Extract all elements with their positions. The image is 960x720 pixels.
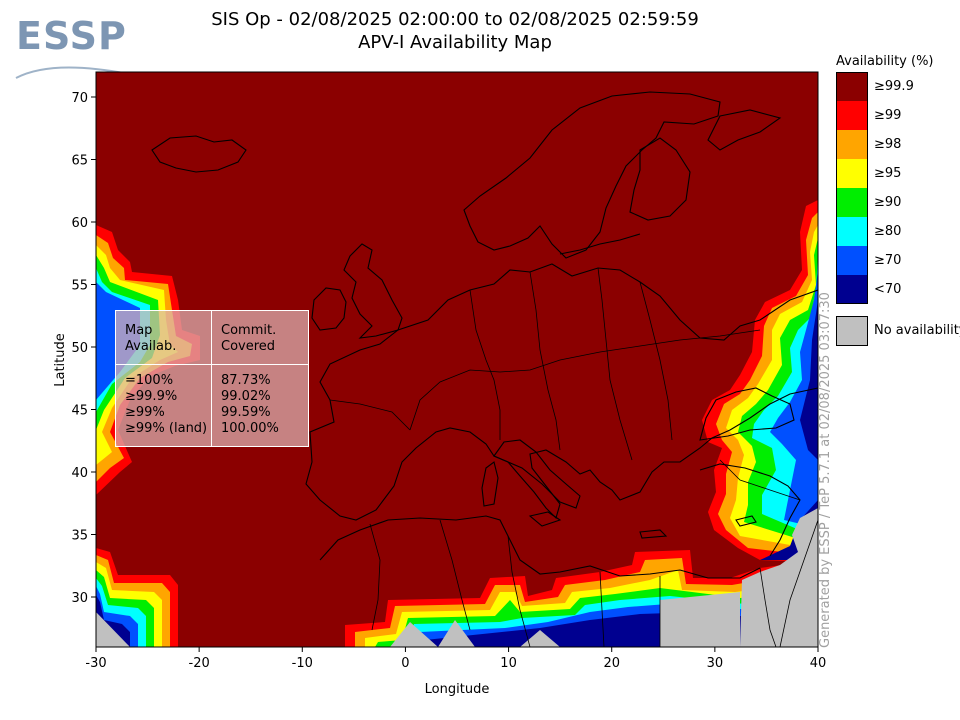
- no-availability-swatch: [836, 316, 868, 346]
- legend-title: Availability (%): [836, 54, 934, 69]
- legend-label: ≥90: [874, 195, 902, 210]
- logo-text: ESSP: [16, 14, 127, 58]
- x-axis: -30 -20 -10 0 10 20 30 40: [85, 647, 826, 671]
- y-tick-label: 45: [71, 404, 88, 419]
- map-subtitle: APV-I Availability Map: [358, 32, 552, 53]
- x-axis-label: Longitude: [425, 682, 490, 697]
- legend-swatch: [836, 130, 868, 159]
- stats-header-map: Map Availab.: [125, 323, 176, 355]
- legend-label: ≥98: [874, 137, 902, 152]
- stats-header-map-line2: Availab.: [125, 339, 177, 354]
- y-tick-label: 40: [71, 466, 88, 481]
- legend-label: ≥80: [874, 224, 902, 239]
- legend-swatch: [836, 275, 868, 304]
- stats-header-map-line1: Map: [125, 323, 153, 338]
- y-tick-label: 65: [71, 154, 88, 169]
- southwest-degradation: [96, 548, 178, 647]
- legend-label: <70: [874, 282, 902, 297]
- legend-label: ≥99: [874, 108, 902, 123]
- y-tick-label: 70: [71, 91, 88, 106]
- map-title: SIS Op - 02/08/2025 02:00:00 to 02/08/20…: [211, 9, 699, 30]
- stats-threshold-cell: ≥99.9%: [125, 389, 178, 404]
- x-tick-label: 40: [810, 656, 827, 671]
- no-availability-label: No availability: [874, 323, 960, 338]
- coverage-stats-table: Map Availab. Commit. Covered =100% ≥99.9…: [115, 310, 309, 447]
- stats-covered-cell: 99.02%: [221, 389, 271, 404]
- legend-swatch: [836, 217, 868, 246]
- stats-covered-cell: 99.59%: [221, 405, 271, 420]
- stats-threshold-cell: ≥99%: [125, 405, 165, 420]
- legend-swatch: [836, 246, 868, 275]
- x-tick-label: -30: [85, 656, 106, 671]
- x-tick-label: -10: [292, 656, 313, 671]
- y-tick-label: 50: [71, 341, 88, 356]
- coastlines: [151, 91, 818, 579]
- x-tick-label: -20: [189, 656, 210, 671]
- x-tick-label: 0: [401, 656, 409, 671]
- essp-logo: ESSP: [14, 14, 144, 80]
- stats-covered-column: 87.73% 99.02% 99.59% 100.00%: [221, 373, 279, 437]
- legend-label: ≥99.9: [874, 79, 914, 94]
- x-tick-label: 20: [603, 656, 620, 671]
- y-tick-label: 35: [71, 529, 88, 544]
- y-tick-label: 55: [71, 279, 88, 294]
- stats-header-commit: Commit. Covered: [221, 323, 276, 355]
- x-tick-label: 30: [707, 656, 724, 671]
- stats-covered-cell: 100.00%: [221, 421, 279, 436]
- legend-swatch: [836, 159, 868, 188]
- stats-threshold-cell: =100%: [125, 373, 174, 388]
- country-borders: [329, 267, 818, 647]
- x-tick-label: 10: [500, 656, 517, 671]
- stats-threshold-column: =100% ≥99.9% ≥99% ≥99% (land): [125, 373, 207, 437]
- generated-by-credit: Generated by ESSP / TeP 5.7.1 at 02/08/2…: [818, 292, 833, 648]
- legend-swatch: [836, 72, 868, 101]
- y-tick-label: 30: [71, 591, 88, 606]
- legend-swatch: [836, 188, 868, 217]
- stats-threshold-cell: ≥99% (land): [125, 421, 208, 436]
- legend-label: ≥95: [874, 166, 902, 181]
- y-axis: 70 65 60 55 50 45 40 35 30: [71, 91, 96, 606]
- stats-header-commit-line1: Commit.: [221, 323, 277, 338]
- map-frame: [95, 71, 819, 648]
- stats-covered-cell: 87.73%: [221, 373, 271, 388]
- egypt-no-availability: [660, 592, 740, 647]
- legend-label: ≥70: [874, 253, 902, 268]
- east-no-availability: [740, 508, 818, 647]
- stats-header-commit-line2: Covered: [221, 339, 276, 354]
- y-axis-label: Latitude: [53, 333, 68, 387]
- y-tick-label: 60: [71, 216, 88, 231]
- legend-swatch: [836, 101, 868, 130]
